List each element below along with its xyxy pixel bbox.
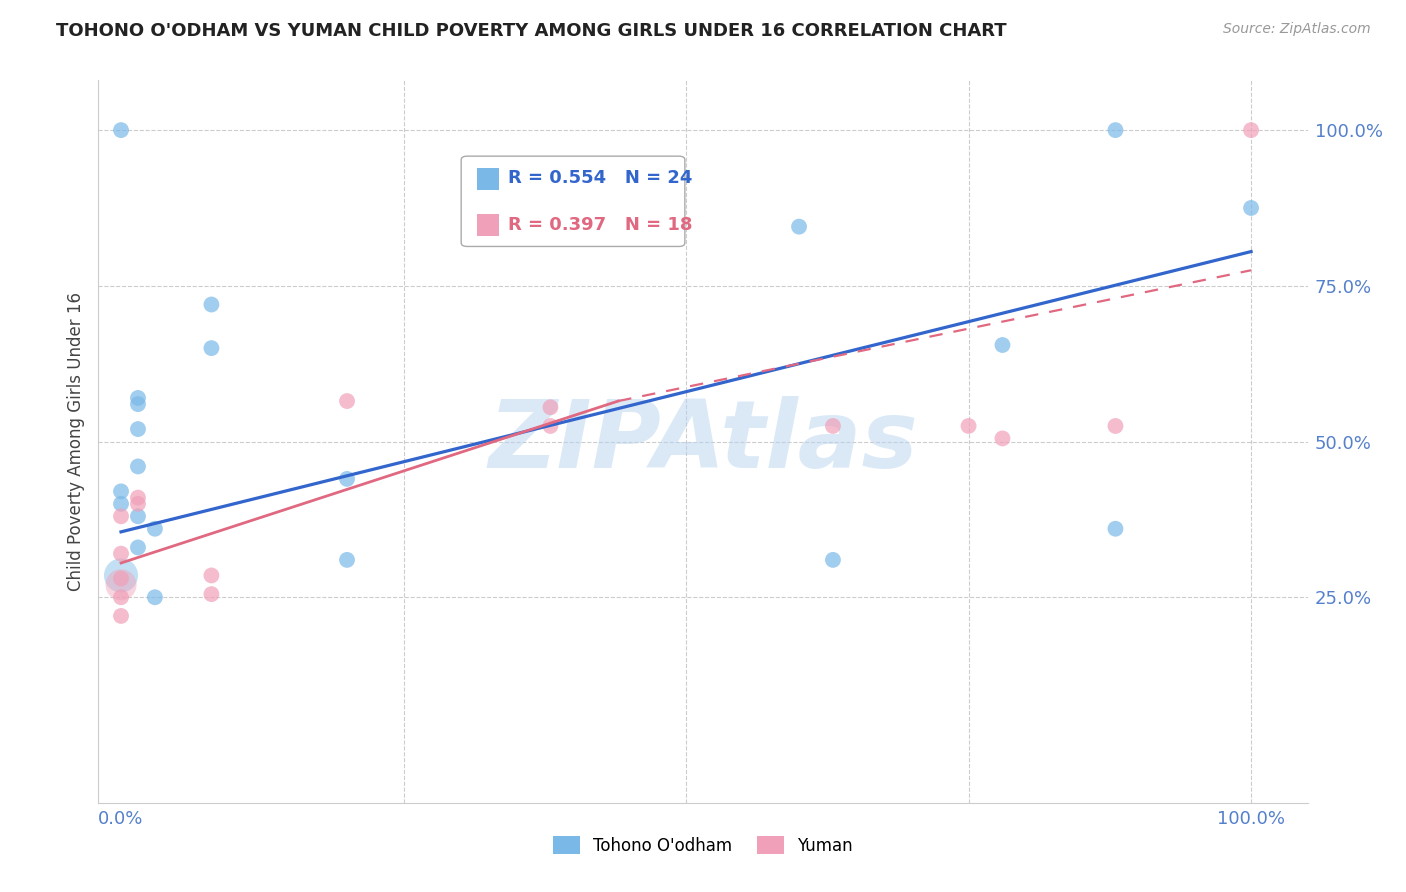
Point [127,497,149,511]
Point [110,509,132,524]
Point [110,609,132,624]
Point [110,591,132,605]
Point [1104,419,1126,434]
Point [143,591,166,605]
Bar [477,169,499,190]
Point [127,491,149,505]
Point [991,338,1014,352]
Point [127,509,149,524]
Point [1104,522,1126,536]
Text: ZIPAtlas: ZIPAtlas [488,395,918,488]
Point [538,419,561,434]
Y-axis label: Child Poverty Among Girls Under 16: Child Poverty Among Girls Under 16 [66,292,84,591]
Legend: Tohono O'odham, Yuman: Tohono O'odham, Yuman [544,828,862,863]
Point [127,397,149,411]
Point [200,341,222,355]
Point [336,472,359,486]
Text: R = 0.397   N = 18: R = 0.397 N = 18 [509,216,693,234]
Point [200,568,222,582]
Point [127,422,149,436]
Point [1104,123,1126,137]
Text: Source: ZipAtlas.com: Source: ZipAtlas.com [1223,22,1371,37]
Point [1240,201,1263,215]
Point [110,123,132,137]
Point [110,547,132,561]
Point [127,459,149,474]
Text: R = 0.554   N = 24: R = 0.554 N = 24 [509,169,693,186]
Point [200,297,222,311]
Point [957,419,980,434]
Point [991,432,1014,446]
Point [110,568,132,582]
FancyBboxPatch shape [461,156,685,246]
Point [110,484,132,499]
Point [787,219,810,234]
Bar [477,214,499,235]
Point [110,572,132,586]
Point [336,394,359,409]
Point [127,391,149,405]
Point [821,419,844,434]
Text: TOHONO O'ODHAM VS YUMAN CHILD POVERTY AMONG GIRLS UNDER 16 CORRELATION CHART: TOHONO O'ODHAM VS YUMAN CHILD POVERTY AM… [56,22,1007,40]
Point [110,578,132,592]
Point [143,522,166,536]
Point [110,497,132,511]
Point [821,553,844,567]
Point [336,553,359,567]
Point [127,541,149,555]
Point [200,587,222,601]
Point [538,401,561,415]
Point [1240,123,1263,137]
